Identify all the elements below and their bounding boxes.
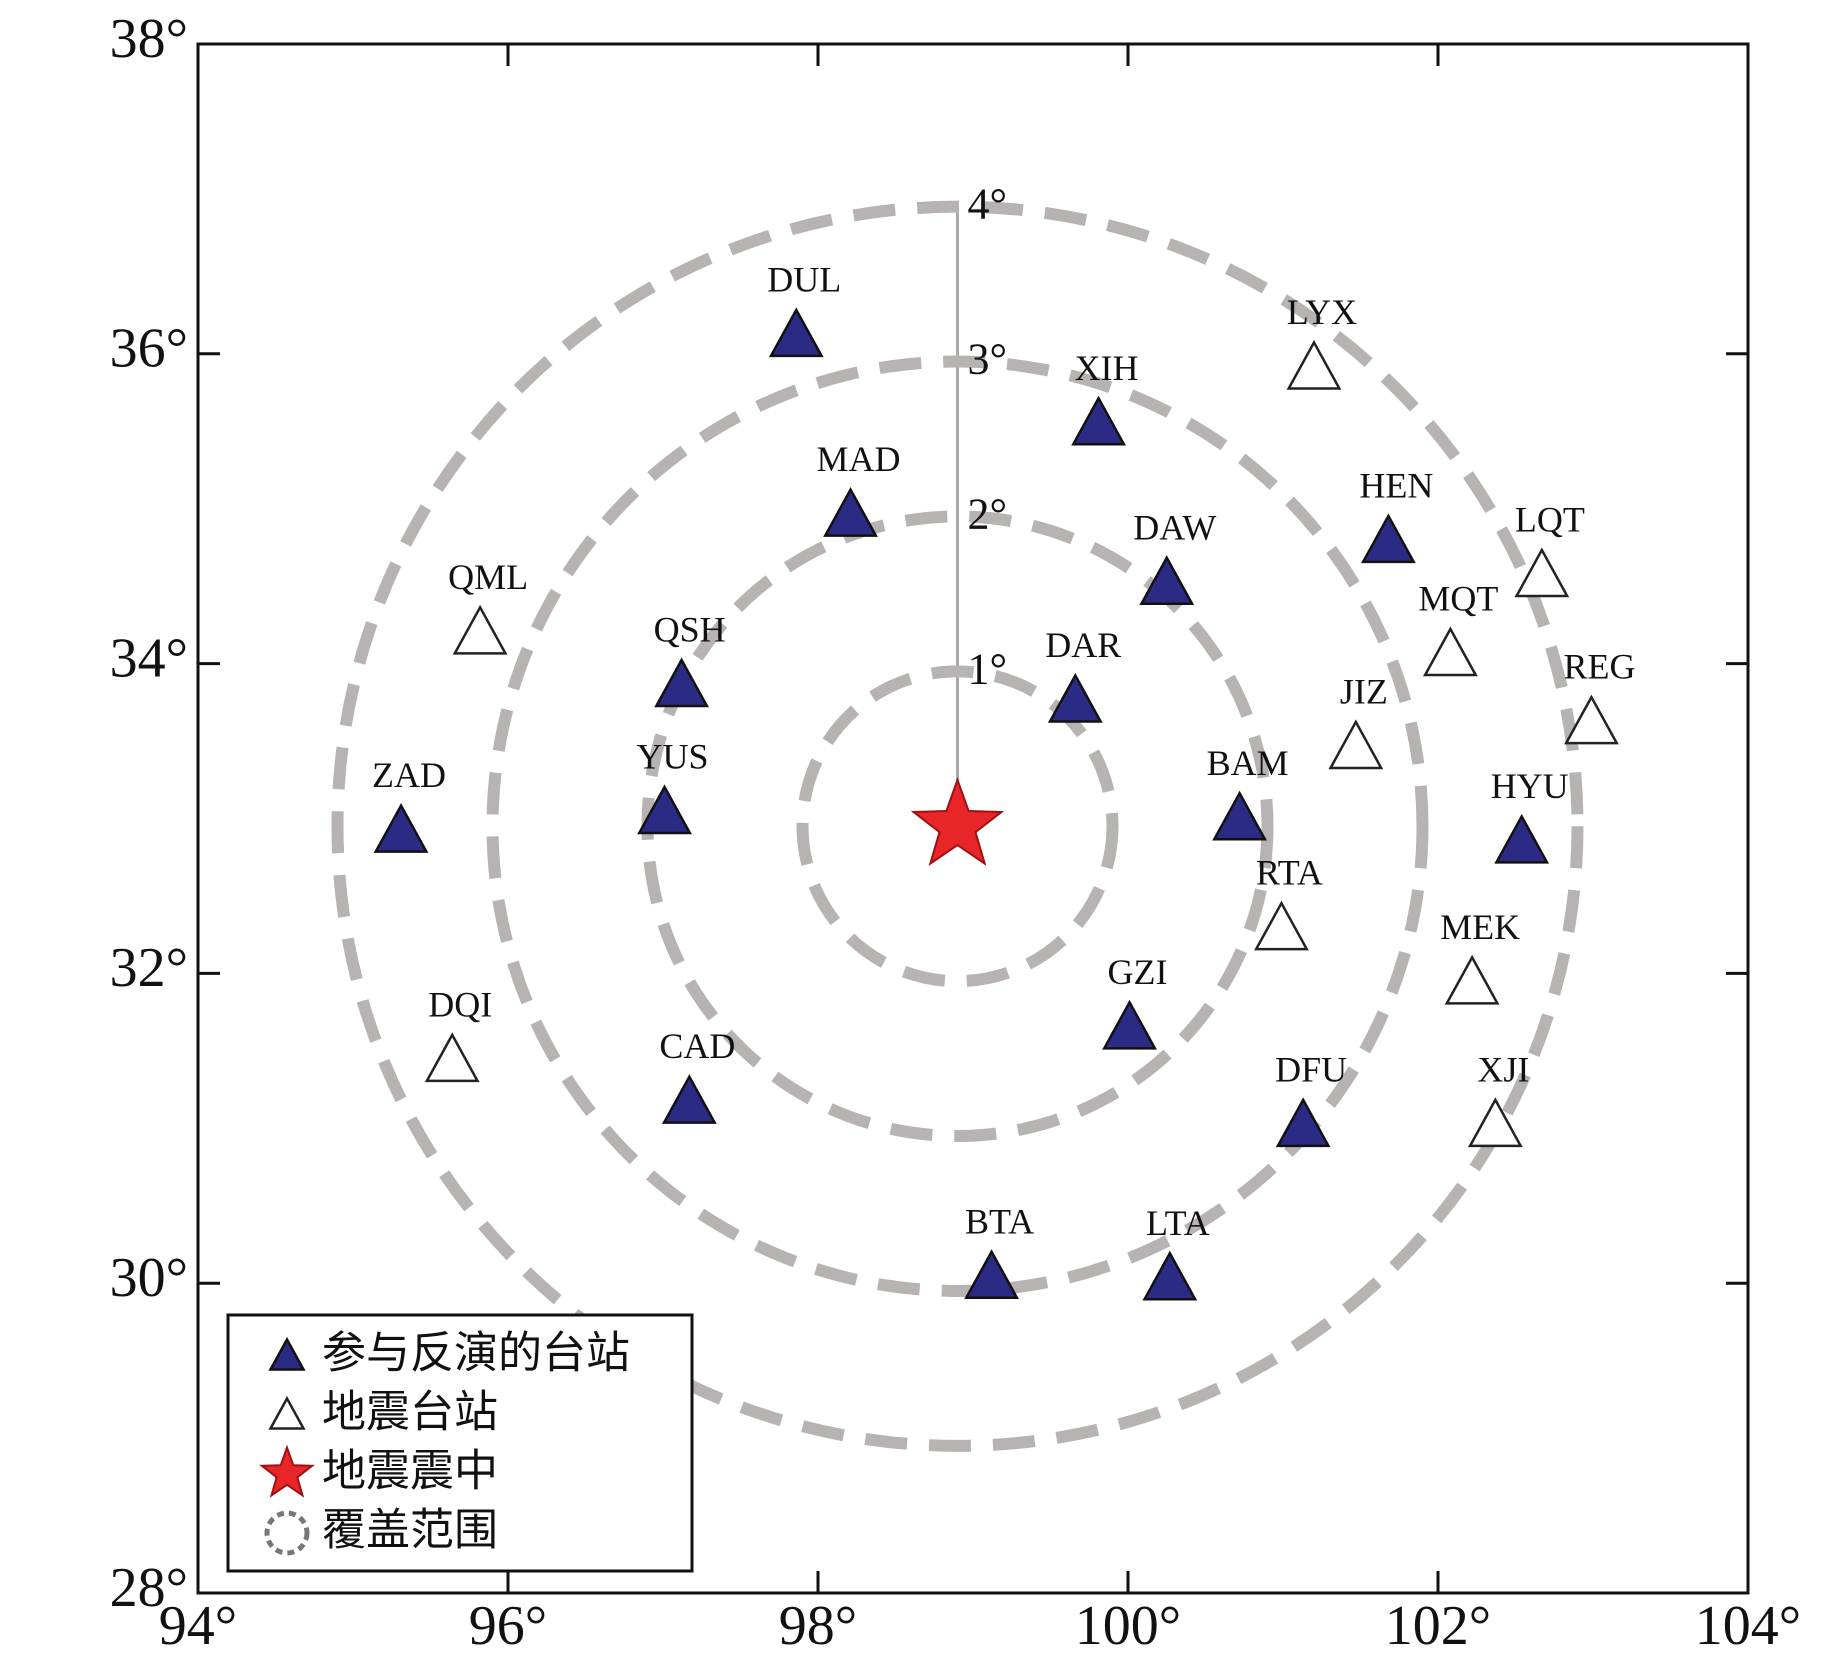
station xyxy=(1275,1097,1331,1148)
station xyxy=(1071,395,1126,446)
station xyxy=(823,487,878,537)
station xyxy=(1286,339,1342,390)
ring-label: 2° xyxy=(968,490,1008,539)
station xyxy=(1444,954,1500,1005)
station-label: ZAD xyxy=(372,755,446,795)
legend-box xyxy=(226,1313,694,1573)
plot-frame xyxy=(196,42,1750,1595)
x-tick-label: 98° xyxy=(779,1595,857,1657)
station-label: QML xyxy=(448,557,528,597)
station-label: LYX xyxy=(1287,292,1357,332)
station-label: DQI xyxy=(428,984,492,1024)
station-label: DFU xyxy=(1275,1049,1347,1089)
station xyxy=(1494,813,1550,864)
coverage-ring xyxy=(796,665,1119,988)
station xyxy=(373,802,429,853)
station xyxy=(654,657,710,708)
ring-label: 1° xyxy=(968,644,1008,693)
station-label: HEN xyxy=(1359,465,1433,505)
station xyxy=(1102,999,1157,1050)
station-label: LTA xyxy=(1146,1203,1210,1243)
y-tick-label: 30° xyxy=(110,1247,188,1309)
station xyxy=(424,1032,480,1083)
station xyxy=(268,1395,306,1430)
station-label: CAD xyxy=(659,1026,735,1066)
epicenter xyxy=(910,777,1005,866)
station-label: XJI xyxy=(1477,1049,1529,1089)
station-label: DUL xyxy=(767,259,841,299)
legend-label: 参与反演的台站 xyxy=(322,1328,630,1379)
ring-label: 3° xyxy=(968,335,1008,384)
station xyxy=(1360,513,1416,564)
x-tick-label: 104° xyxy=(1695,1595,1801,1657)
station-label: DAW xyxy=(1133,507,1216,547)
y-tick-label: 36° xyxy=(110,318,188,380)
station xyxy=(1328,719,1384,770)
station-label: MQT xyxy=(1418,579,1498,619)
y-tick-label: 38° xyxy=(110,8,188,70)
station-label: MAD xyxy=(817,439,901,479)
station-label: JIZ xyxy=(1340,672,1388,712)
station xyxy=(661,1074,717,1124)
station-label: MEK xyxy=(1440,907,1520,947)
station xyxy=(1514,547,1570,598)
station xyxy=(452,604,508,655)
legend-label: 地震震中 xyxy=(322,1446,498,1497)
ring-label: 4° xyxy=(968,180,1008,229)
station xyxy=(1139,555,1195,606)
station-label: BAM xyxy=(1207,743,1289,783)
station-label: REG xyxy=(1563,647,1635,687)
legend-label: 覆盖范围 xyxy=(322,1505,498,1556)
legend-ring xyxy=(264,1510,310,1556)
station-label: RTA xyxy=(1256,853,1323,893)
station xyxy=(1254,900,1309,951)
station-label: HYU xyxy=(1491,766,1569,806)
x-tick-label: 100° xyxy=(1075,1595,1181,1657)
station xyxy=(268,1336,306,1371)
x-tick-label: 96° xyxy=(469,1595,547,1657)
station xyxy=(1564,694,1619,745)
station xyxy=(768,307,824,358)
station-label: LQT xyxy=(1515,500,1585,540)
station-label: BTA xyxy=(965,1201,1034,1241)
station-label: QSH xyxy=(654,610,726,650)
station xyxy=(1047,672,1103,723)
station xyxy=(1422,626,1478,677)
station-label: DAR xyxy=(1045,625,1121,665)
x-tick-label: 102° xyxy=(1385,1595,1491,1657)
y-tick-label: 32° xyxy=(110,937,188,999)
coverage-ring xyxy=(486,355,1429,1297)
y-tick-label: 28° xyxy=(110,1557,188,1619)
coverage-ring xyxy=(331,200,1584,1452)
station xyxy=(1142,1250,1198,1301)
y-tick-label: 34° xyxy=(110,627,188,689)
station-label: YUS xyxy=(637,737,709,777)
x-tick-label: 94° xyxy=(159,1595,237,1657)
station xyxy=(964,1249,1020,1299)
epicenter xyxy=(259,1444,315,1498)
station-label: GZI xyxy=(1108,952,1168,992)
station xyxy=(1467,1097,1523,1148)
station-label: XIH xyxy=(1075,348,1139,388)
station xyxy=(1212,790,1268,841)
station xyxy=(637,784,692,835)
legend-label: 地震台站 xyxy=(322,1387,498,1438)
